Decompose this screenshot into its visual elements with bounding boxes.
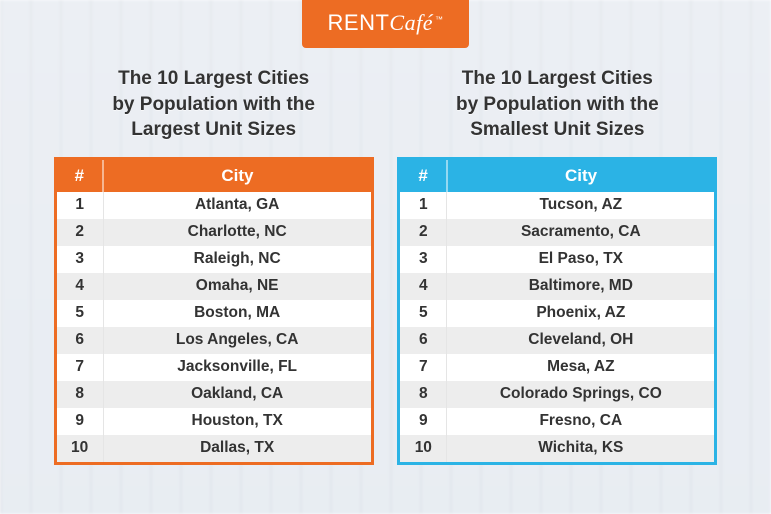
panels-row: The 10 Largest Cities by Population with…	[0, 66, 771, 465]
cell-city: Boston, MA	[103, 300, 372, 327]
cell-rank: 1	[55, 192, 103, 219]
table-row: 7Jacksonville, FL	[55, 354, 372, 381]
table-row: 1Atlanta, GA	[55, 192, 372, 219]
cell-rank: 2	[55, 219, 103, 246]
cell-rank: 3	[55, 246, 103, 273]
table-row: 2Charlotte, NC	[55, 219, 372, 246]
title-line: by Population with the	[112, 94, 315, 115]
cell-rank: 8	[55, 381, 103, 408]
title-line: Smallest Unit Sizes	[470, 119, 644, 140]
cell-rank: 9	[399, 408, 447, 435]
cell-rank: 7	[55, 354, 103, 381]
table-row: 2Sacramento, CA	[399, 219, 716, 246]
table-row: 7Mesa, AZ	[399, 354, 716, 381]
cell-rank: 6	[55, 327, 103, 354]
logo-badge: RENTCafé™	[302, 0, 470, 48]
cell-city: Dallas, TX	[103, 435, 372, 464]
table-row: 10Wichita, KS	[399, 435, 716, 464]
table-largest-units: # City 1Atlanta, GA 2Charlotte, NC 3Rale…	[54, 157, 374, 465]
table-row: 5Boston, MA	[55, 300, 372, 327]
cell-rank: 5	[55, 300, 103, 327]
cell-city: Mesa, AZ	[447, 354, 716, 381]
title-line: The 10 Largest Cities	[118, 68, 309, 89]
cell-city: Los Angeles, CA	[103, 327, 372, 354]
table-row: 6Los Angeles, CA	[55, 327, 372, 354]
col-header-city: City	[103, 158, 372, 192]
table-row: 9Houston, TX	[55, 408, 372, 435]
cell-city: Phoenix, AZ	[447, 300, 716, 327]
cell-rank: 6	[399, 327, 447, 354]
cell-city: Omaha, NE	[103, 273, 372, 300]
cell-city: Oakland, CA	[103, 381, 372, 408]
cell-city: Wichita, KS	[447, 435, 716, 464]
title-line: Largest Unit Sizes	[131, 119, 296, 140]
cell-rank: 2	[399, 219, 447, 246]
col-header-rank: #	[399, 158, 447, 192]
panel-title-right: The 10 Largest Cities by Population with…	[397, 66, 717, 143]
cell-rank: 1	[399, 192, 447, 219]
table-row: 6Cleveland, OH	[399, 327, 716, 354]
logo-wrap: RENTCafé™	[0, 0, 771, 48]
table-row: 9Fresno, CA	[399, 408, 716, 435]
cell-rank: 4	[399, 273, 447, 300]
logo-tm: ™	[435, 15, 444, 24]
cell-city: Charlotte, NC	[103, 219, 372, 246]
cell-city: Sacramento, CA	[447, 219, 716, 246]
table-row: 10Dallas, TX	[55, 435, 372, 464]
cell-rank: 10	[399, 435, 447, 464]
table-row: 1Tucson, AZ	[399, 192, 716, 219]
table-row: 5Phoenix, AZ	[399, 300, 716, 327]
cell-rank: 8	[399, 381, 447, 408]
table-row: 8Colorado Springs, CO	[399, 381, 716, 408]
content-wrapper: RENTCafé™ The 10 Largest Cities by Popul…	[0, 0, 771, 514]
cell-city: Baltimore, MD	[447, 273, 716, 300]
cell-city: Raleigh, NC	[103, 246, 372, 273]
table-header-row: # City	[55, 158, 372, 192]
logo-text-cafe: Café	[389, 10, 433, 35]
panel-title-left: The 10 Largest Cities by Population with…	[54, 66, 374, 143]
table-row: 4Omaha, NE	[55, 273, 372, 300]
table-row: 3El Paso, TX	[399, 246, 716, 273]
table-row: 3Raleigh, NC	[55, 246, 372, 273]
logo-text-rent: RENT	[328, 10, 390, 35]
cell-rank: 10	[55, 435, 103, 464]
cell-city: Jacksonville, FL	[103, 354, 372, 381]
panel-smallest-units: The 10 Largest Cities by Population with…	[397, 66, 717, 465]
table-row: 8Oakland, CA	[55, 381, 372, 408]
cell-city: Houston, TX	[103, 408, 372, 435]
title-line: by Population with the	[456, 94, 659, 115]
cell-rank: 9	[55, 408, 103, 435]
cell-rank: 7	[399, 354, 447, 381]
cell-rank: 4	[55, 273, 103, 300]
table-row: 4Baltimore, MD	[399, 273, 716, 300]
cell-rank: 5	[399, 300, 447, 327]
cell-rank: 3	[399, 246, 447, 273]
col-header-rank: #	[55, 158, 103, 192]
table-header-row: # City	[399, 158, 716, 192]
cell-city: Colorado Springs, CO	[447, 381, 716, 408]
cell-city: Cleveland, OH	[447, 327, 716, 354]
cell-city: Fresno, CA	[447, 408, 716, 435]
cell-city: Atlanta, GA	[103, 192, 372, 219]
col-header-city: City	[447, 158, 716, 192]
title-line: The 10 Largest Cities	[462, 68, 653, 89]
cell-city: El Paso, TX	[447, 246, 716, 273]
table-smallest-units: # City 1Tucson, AZ 2Sacramento, CA 3El P…	[397, 157, 717, 465]
cell-city: Tucson, AZ	[447, 192, 716, 219]
panel-largest-units: The 10 Largest Cities by Population with…	[54, 66, 374, 465]
